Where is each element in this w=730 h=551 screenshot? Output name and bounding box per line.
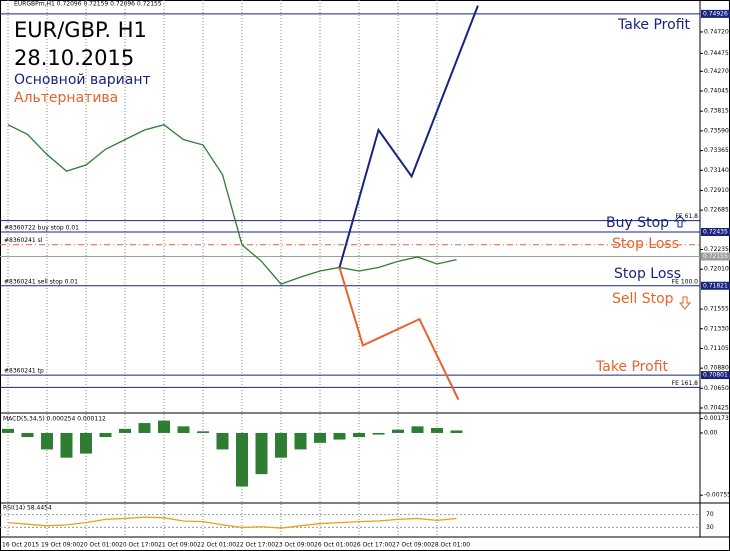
level-note: #8360241 sl (4, 237, 43, 244)
x-tick-label: 20 Oct 01:00 (80, 542, 119, 549)
arrow-down (678, 296, 692, 310)
histogram-bar (255, 432, 268, 475)
histogram-bar (2, 428, 14, 433)
chart-title: EUR/GBP. H1 (14, 18, 147, 42)
price-line (7, 124, 457, 285)
histogram-bar (431, 428, 443, 433)
y-tick-label: 0.73365 (704, 147, 729, 154)
y-tick-label: 70 (706, 511, 714, 518)
x-tick-label: 27 Oct 09:00 (392, 542, 431, 549)
level-note: #8360241 tp (4, 368, 44, 375)
x-tick-label: 16 Oct 2015 (2, 542, 39, 549)
chart-subtitle: 28.10.2015 (14, 46, 134, 70)
annotation: Sell Stop (612, 291, 674, 307)
y-tick-label: 0.73140 (704, 167, 729, 174)
x-tick-label: 26 Oct 17:00 (353, 542, 392, 549)
price-tag (701, 281, 730, 290)
price-tag-label: 0.74926 (703, 10, 728, 17)
y-tick-label: 0.70650 (704, 385, 729, 392)
x-tick-label: 20 Oct 17:00 (119, 542, 158, 549)
histogram-bar (392, 429, 404, 433)
histogram-bar (21, 432, 34, 438)
price-tag-label: 0.72155 (703, 253, 728, 260)
y-tick-label: 0.72910 (704, 187, 729, 194)
y-tick-label: 30 (706, 524, 714, 531)
y-tick-label: -0.00755 (704, 492, 730, 499)
x-tick-label: 21 Oct 09:00 (158, 542, 197, 549)
y-tick-label: 0.74475 (704, 50, 729, 57)
histogram-bar (450, 430, 463, 433)
price-tag-label: 0.72435 (703, 229, 728, 236)
histogram-bar (275, 432, 287, 458)
y-tick-label: 0.71330 (704, 325, 729, 332)
histogram-bar (138, 423, 151, 433)
annotation: Take Profit (595, 359, 669, 375)
y-tick-label: 0.71555 (704, 306, 729, 313)
x-tick-label: 23 Oct 09:00 (275, 542, 314, 549)
scenario-line (338, 5, 479, 268)
level-fe: FE 61.8 (675, 213, 698, 220)
annotation: Buy Stop (606, 215, 669, 231)
histogram-bar (333, 432, 346, 440)
y-tick-label: 0.73815 (704, 108, 729, 115)
level-fe: FE 161.8 (672, 380, 699, 387)
x-tick-label: 22 Oct 01:00 (197, 542, 236, 549)
histogram-bar (314, 432, 326, 443)
price-tag (701, 371, 730, 380)
level-note: #8360241 sell stop 0.01 (4, 278, 78, 285)
price-tag-label: 0.70801 (703, 372, 728, 379)
annotation: Take Profit (617, 17, 691, 33)
y-tick-label: 0.72685 (704, 207, 729, 214)
level-fe: FE 100.0 (672, 278, 699, 285)
level-note: #8360722 buy stop 0.01 (4, 225, 79, 232)
chart-header: EURGBPm,H1 0.72096 0.72159 0.72096 0.721… (14, 1, 162, 8)
x-tick-label: 22 Oct 17:00 (236, 542, 275, 549)
histogram-bar (60, 432, 73, 458)
price-tag (701, 228, 730, 237)
y-tick-label: 0.72010 (704, 266, 729, 273)
histogram-bar (99, 432, 112, 438)
histogram-bar (372, 432, 385, 435)
price-tag (701, 9, 730, 18)
y-tick-label: 0.72235 (704, 246, 729, 253)
annotation: Stop Loss (612, 236, 679, 252)
y-tick-label: 0.70425 (704, 405, 729, 412)
histogram-bar (177, 426, 190, 433)
histogram-bar (411, 426, 424, 433)
y-tick-label: 0.74720 (704, 28, 729, 35)
x-tick-label: 26 Oct 01:00 (314, 542, 353, 549)
x-tick-label: 19 Oct 09:00 (41, 542, 80, 549)
histogram-bar (119, 428, 131, 433)
legend-entry: Альтернатива (14, 90, 118, 106)
y-tick-label: 0.70880 (704, 365, 729, 372)
histogram-bar (80, 432, 92, 454)
histogram-bar (236, 432, 248, 487)
histogram-bar (197, 431, 209, 433)
histogram-bar (216, 432, 229, 450)
y-tick-label: 0.74045 (704, 88, 729, 95)
price-tag-label: 0.71821 (703, 282, 728, 289)
y-tick-label: 0.74270 (704, 68, 729, 75)
rsi-title: RSI(14) 58.4454 (3, 505, 52, 512)
annotation: Stop Loss (614, 266, 681, 282)
histogram-bar (158, 420, 170, 433)
macd-title: MACD(5,34,5) 0.000254 0.000112 (3, 416, 106, 423)
price-line (7, 516, 457, 529)
histogram-bar (294, 432, 307, 450)
x-tick-label: 28 Oct 01:00 (431, 542, 470, 549)
price-tag (701, 252, 730, 261)
y-tick-label: 0.001736 (704, 415, 730, 422)
y-tick-label: 0.73590 (704, 127, 729, 134)
y-tick-label: 0.00 (704, 429, 718, 436)
arrow-up (673, 215, 687, 228)
scenario-line (338, 267, 460, 401)
y-tick-label: 0.71105 (704, 345, 729, 352)
histogram-bar (353, 432, 365, 438)
histogram-bar (41, 432, 53, 450)
legend-entry: Основной вариант (14, 72, 151, 88)
